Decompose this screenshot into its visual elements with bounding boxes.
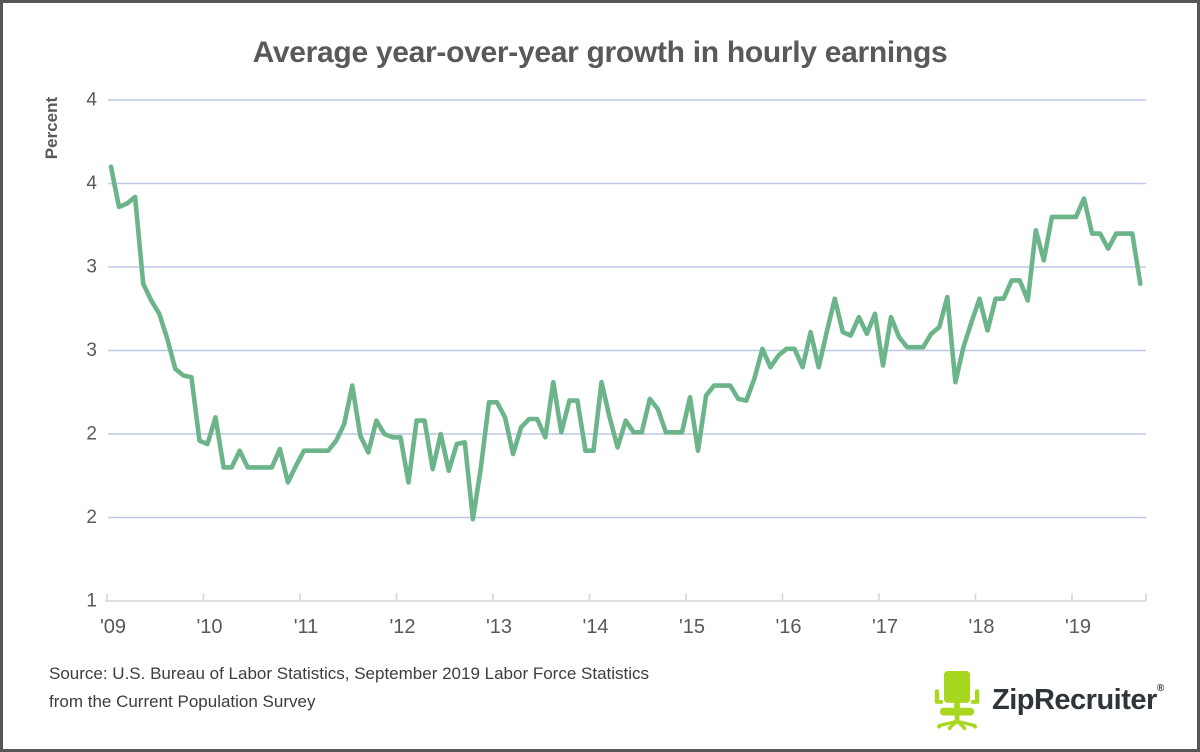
x-axis-tick-label: '19 xyxy=(1065,616,1091,638)
earnings-growth-line xyxy=(108,164,1143,522)
y-axis-tick-label: 2 xyxy=(86,507,97,528)
x-axis-tick-label: '10 xyxy=(196,616,222,638)
office-chair-icon xyxy=(934,670,980,730)
x-axis-tick-label: '11 xyxy=(294,616,319,638)
source-note-line-2: from the Current Population Survey xyxy=(49,692,316,711)
ziprecruiter-logo: ZipRecruiter® xyxy=(932,670,1164,730)
ziprecruiter-wordmark: ZipRecruiter® xyxy=(992,683,1164,716)
x-axis-tick-label: '12 xyxy=(389,616,415,638)
y-axis-tick-label: 3 xyxy=(86,257,97,278)
chart-title: Average year-over-year growth in hourly … xyxy=(252,36,948,69)
y-axis-tick-label: 1 xyxy=(86,591,97,612)
source-note: Source: U.S. Bureau of Labor Statistics,… xyxy=(49,660,809,716)
x-axis-tick-label: '14 xyxy=(582,616,608,638)
source-note-line-1: Source: U.S. Bureau of Labor Statistics,… xyxy=(49,664,650,683)
x-axis-tick-label: '15 xyxy=(679,616,705,638)
registered-trademark: ® xyxy=(1156,683,1164,694)
x-axis-tick-label: '17 xyxy=(872,616,898,638)
y-axis-tick-label: 2 xyxy=(86,424,97,445)
x-axis-tick-label: '16 xyxy=(775,616,801,638)
x-axis-tick-label: '13 xyxy=(486,616,512,638)
y-axis-tick-label: 3 xyxy=(86,340,97,361)
x-axis-tick-label: '18 xyxy=(968,616,994,638)
y-axis-tick-label: 4 xyxy=(86,173,97,194)
x-axis-tick-label: '09 xyxy=(100,616,126,638)
y-axis-tick-label: 4 xyxy=(86,90,97,111)
